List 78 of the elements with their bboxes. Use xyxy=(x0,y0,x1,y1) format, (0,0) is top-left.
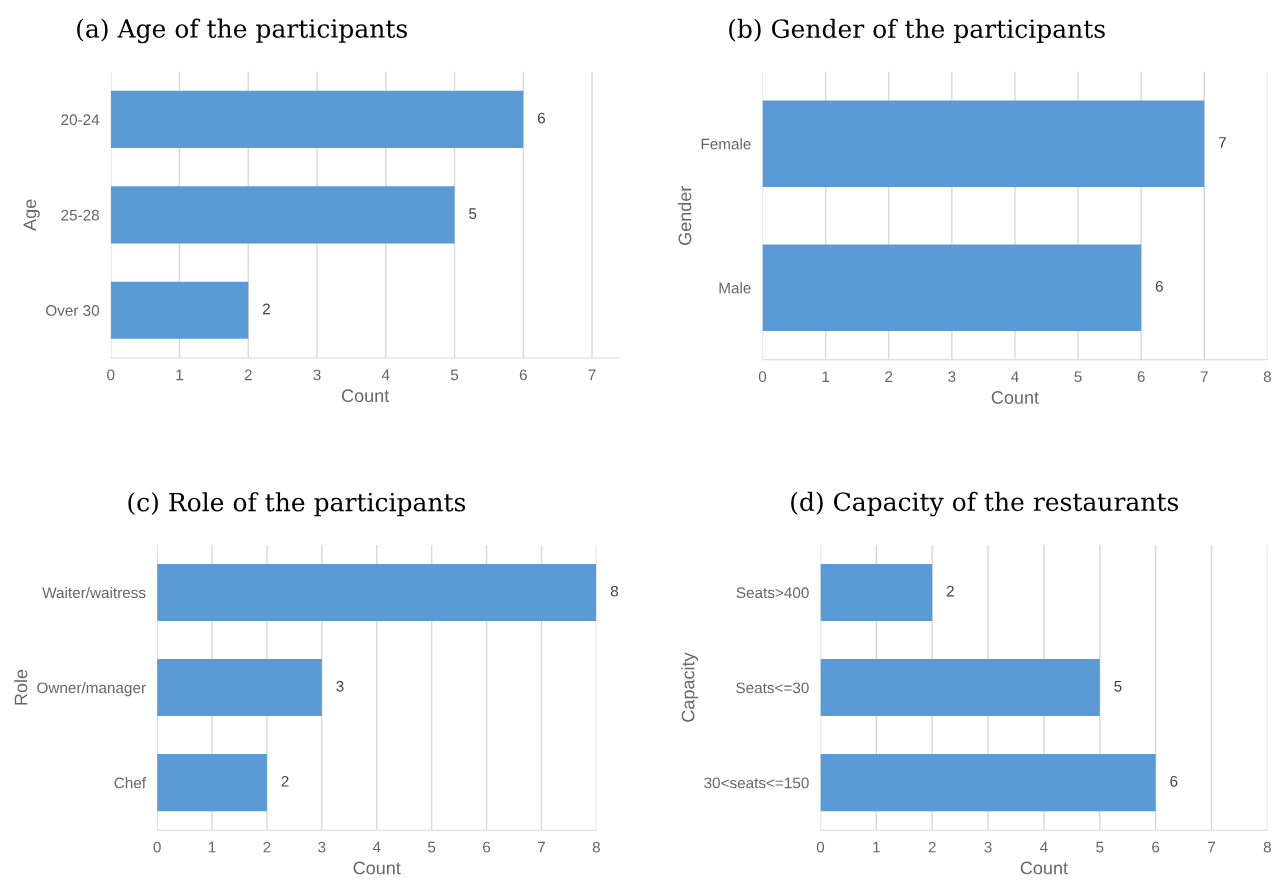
y-tick-label: Seats<=30 xyxy=(736,682,809,694)
x-tick-label: 0 xyxy=(816,841,825,853)
bar xyxy=(820,563,933,621)
data-label: 8 xyxy=(610,585,619,597)
x-tick-label: 4 xyxy=(372,841,381,853)
bar xyxy=(157,754,267,812)
bar xyxy=(820,754,1156,812)
x-tick-label: 1 xyxy=(822,371,830,382)
y-tick-label: Over 30 xyxy=(46,305,100,316)
x-tick-label: 2 xyxy=(885,371,893,382)
x-tick-label: 3 xyxy=(318,841,326,853)
x-axis-title: Count xyxy=(1020,861,1068,875)
bar xyxy=(820,659,1100,717)
y-tick-label: Male xyxy=(719,282,751,294)
data-label: 5 xyxy=(1114,680,1122,692)
bar xyxy=(157,563,597,621)
x-axis-title: Count xyxy=(341,389,390,403)
x-tick-label: 5 xyxy=(1096,841,1104,853)
bar xyxy=(157,659,322,717)
y-tick-label: Seats>400 xyxy=(736,587,809,599)
x-tick-label: 1 xyxy=(176,369,184,381)
y-tick-label: 20-24 xyxy=(61,114,100,126)
chart-title: (d) Capacity of the restaurants xyxy=(791,491,1178,517)
x-tick-label: 8 xyxy=(592,841,600,853)
x-tick-label: 1 xyxy=(873,841,880,853)
data-label: 5 xyxy=(469,208,477,219)
x-tick-label: 0 xyxy=(758,371,767,383)
data-label: 7 xyxy=(1218,137,1226,148)
x-tick-label: 3 xyxy=(948,371,956,383)
y-axis-title: Capacity xyxy=(681,652,699,722)
chart-title: (b) Gender of the participants xyxy=(729,18,1105,43)
x-tick-label: 7 xyxy=(588,369,596,381)
x-tick-label: 0 xyxy=(107,369,115,381)
x-tick-label: 3 xyxy=(984,841,992,853)
x-axis-title: Count xyxy=(353,861,401,875)
y-tick-label: Owner/manager xyxy=(37,682,146,697)
bar xyxy=(110,90,524,149)
x-tick-label: 2 xyxy=(263,841,271,853)
x-tick-label: 5 xyxy=(450,369,459,381)
x-tick-label: 8 xyxy=(1263,371,1271,383)
x-tick-label: 8 xyxy=(1263,841,1271,853)
x-tick-label: 7 xyxy=(537,841,545,853)
data-label: 2 xyxy=(262,303,270,315)
x-tick-label: 6 xyxy=(519,369,527,381)
x-tick-label: 4 xyxy=(381,369,390,381)
chart-title: (c) Role of the participants xyxy=(128,492,466,517)
x-tick-label: 6 xyxy=(1137,371,1145,383)
bar xyxy=(110,281,249,339)
data-label: 6 xyxy=(1170,775,1178,787)
y-tick-label: 25-28 xyxy=(61,209,99,221)
x-tick-label: 3 xyxy=(313,369,321,381)
y-tick-label: Female xyxy=(701,138,751,150)
data-label: 6 xyxy=(1155,281,1163,292)
chart-title: (a) Age of the participants xyxy=(77,18,407,44)
y-axis-title: Age xyxy=(23,199,40,231)
x-tick-label: 2 xyxy=(244,369,252,381)
x-tick-label: 2 xyxy=(928,841,936,853)
data-label: 2 xyxy=(946,585,954,597)
x-tick-label: 0 xyxy=(153,841,161,853)
bar xyxy=(110,186,455,244)
x-tick-label: 6 xyxy=(483,841,491,853)
x-tick-label: 1 xyxy=(208,841,216,853)
y-tick-label: Chef xyxy=(114,777,147,789)
y-axis-title: Role xyxy=(14,669,28,705)
y-tick-label: Waiter/waitress xyxy=(42,586,146,599)
data-label: 6 xyxy=(537,112,545,124)
x-axis-title: Count xyxy=(991,391,1039,404)
y-tick-label: 30<seats<=150 xyxy=(704,777,809,789)
x-tick-label: 7 xyxy=(1200,371,1208,382)
x-tick-label: 5 xyxy=(428,841,436,853)
x-tick-label: 5 xyxy=(1074,371,1082,383)
y-axis-title: Gender xyxy=(678,185,692,245)
x-tick-label: 4 xyxy=(1040,841,1048,853)
x-tick-label: 6 xyxy=(1152,841,1160,853)
data-label: 2 xyxy=(281,775,289,787)
data-label: 3 xyxy=(336,680,344,692)
x-tick-label: 4 xyxy=(1011,371,1019,382)
x-tick-label: 7 xyxy=(1208,841,1216,853)
